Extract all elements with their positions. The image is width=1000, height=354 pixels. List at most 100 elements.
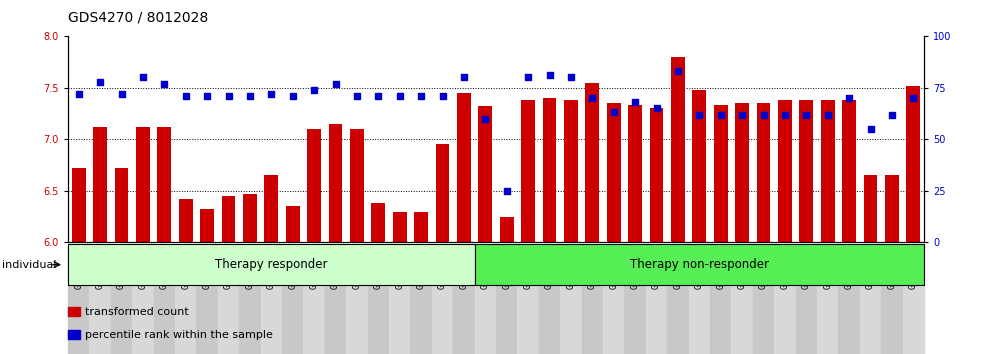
Point xyxy=(520,75,536,80)
Point xyxy=(563,75,579,80)
Bar xyxy=(475,245,496,354)
Bar xyxy=(624,245,646,354)
Bar xyxy=(368,245,389,354)
Point xyxy=(777,112,793,118)
Point xyxy=(691,112,707,118)
Bar xyxy=(325,245,346,354)
Bar xyxy=(885,176,899,242)
Bar xyxy=(93,127,107,242)
Bar xyxy=(115,168,128,242)
Text: percentile rank within the sample: percentile rank within the sample xyxy=(85,330,273,339)
Bar xyxy=(261,245,282,354)
Point xyxy=(905,95,921,101)
Point xyxy=(199,93,215,99)
Point xyxy=(178,93,194,99)
Point xyxy=(370,93,386,99)
Text: Therapy responder: Therapy responder xyxy=(215,258,328,271)
Point xyxy=(542,73,558,78)
Point xyxy=(627,99,643,105)
Point xyxy=(734,112,750,118)
Bar xyxy=(457,93,471,242)
Bar xyxy=(817,245,838,354)
Point xyxy=(477,116,493,121)
Bar xyxy=(478,106,492,242)
Point xyxy=(499,188,515,194)
Point xyxy=(756,112,772,118)
Point xyxy=(713,112,729,118)
Bar xyxy=(453,245,475,354)
Bar xyxy=(753,245,774,354)
Point xyxy=(221,93,237,99)
Text: GDS4270 / 8012028: GDS4270 / 8012028 xyxy=(68,11,208,25)
Point xyxy=(349,93,365,99)
Bar xyxy=(842,100,856,242)
Text: transformed count: transformed count xyxy=(85,307,189,316)
Bar xyxy=(68,245,89,354)
Point xyxy=(413,93,429,99)
Bar xyxy=(303,245,325,354)
Point xyxy=(328,81,344,86)
Point xyxy=(285,93,301,99)
Bar xyxy=(714,105,728,242)
Point xyxy=(456,75,472,80)
Bar xyxy=(692,90,706,242)
Point xyxy=(92,79,108,84)
Bar xyxy=(218,245,239,354)
Bar xyxy=(500,217,514,242)
Bar xyxy=(282,245,303,354)
Point xyxy=(584,95,600,101)
Point xyxy=(798,112,814,118)
Bar xyxy=(496,245,517,354)
Point xyxy=(670,68,686,74)
Bar xyxy=(436,144,449,242)
Bar xyxy=(607,103,621,242)
Point xyxy=(242,93,258,99)
Bar xyxy=(603,245,624,354)
Bar xyxy=(731,245,753,354)
Point xyxy=(884,112,900,118)
Point xyxy=(606,110,622,115)
Bar xyxy=(582,245,603,354)
Point xyxy=(841,95,857,101)
Bar xyxy=(196,245,218,354)
Bar xyxy=(774,245,796,354)
Bar xyxy=(179,199,193,242)
Bar xyxy=(307,129,321,242)
Point xyxy=(820,112,836,118)
Bar xyxy=(239,245,261,354)
Bar xyxy=(539,245,560,354)
Bar xyxy=(111,245,132,354)
Bar xyxy=(543,98,556,242)
Point xyxy=(156,81,172,86)
Text: individual: individual xyxy=(2,259,56,270)
Bar xyxy=(881,245,903,354)
Bar xyxy=(796,245,817,354)
Bar xyxy=(778,100,792,242)
Bar xyxy=(432,245,453,354)
Bar xyxy=(389,245,410,354)
Point xyxy=(435,93,451,99)
Bar xyxy=(521,100,535,242)
Bar xyxy=(157,127,171,242)
Bar xyxy=(560,245,582,354)
Bar xyxy=(650,108,663,242)
Bar xyxy=(175,245,196,354)
Bar xyxy=(393,212,407,242)
Bar xyxy=(243,194,257,242)
Bar xyxy=(821,100,835,242)
Bar xyxy=(667,245,689,354)
Point xyxy=(863,126,879,132)
Bar xyxy=(222,196,235,242)
Bar xyxy=(646,245,667,354)
Point xyxy=(71,91,87,97)
Bar xyxy=(864,176,877,242)
Bar xyxy=(200,210,214,242)
Bar xyxy=(906,86,920,242)
Bar xyxy=(671,57,685,242)
Point xyxy=(649,105,665,111)
Bar xyxy=(585,82,599,242)
Bar xyxy=(286,206,300,242)
Bar xyxy=(350,129,364,242)
Point xyxy=(306,87,322,93)
Bar xyxy=(838,245,860,354)
